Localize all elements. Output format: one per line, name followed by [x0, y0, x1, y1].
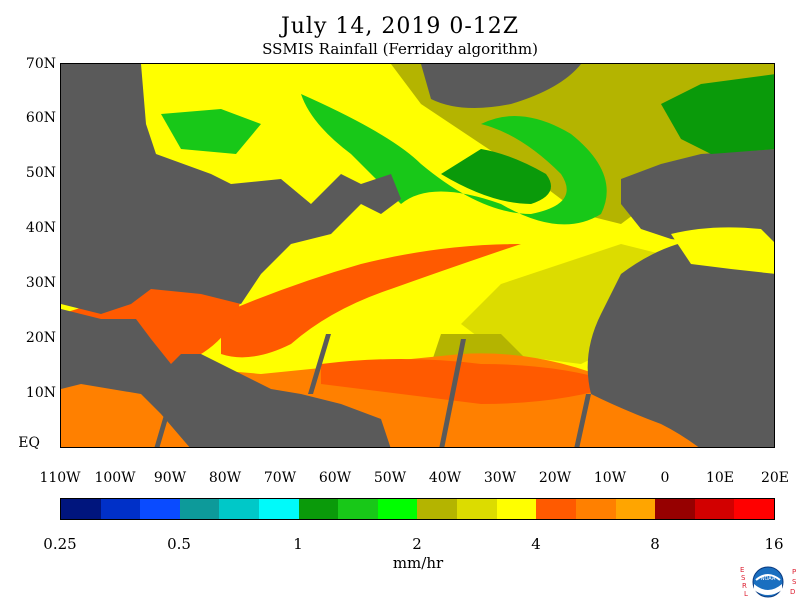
- colorbar-tick-0-25: 0.25: [43, 535, 77, 553]
- lat-label-20n: 20N: [25, 330, 56, 346]
- logo-center-text: NOAA: [761, 576, 776, 582]
- lat-label-30n: 30N: [25, 275, 56, 291]
- africa-land: [587, 234, 774, 447]
- lat-label-60n: 60N: [25, 110, 56, 126]
- lon-label-80w: 80W: [208, 470, 242, 486]
- rainfall-map-canvas: [61, 64, 774, 447]
- colorbar-cell-0: [61, 499, 101, 519]
- logo-letter-d: D: [790, 588, 796, 596]
- europe-land: [621, 149, 774, 244]
- colorbar: [60, 498, 775, 520]
- orange-rain-band: [221, 244, 521, 358]
- lon-label-50w: 50W: [373, 470, 407, 486]
- lon-label-20w: 20W: [538, 470, 572, 486]
- colorbar-tick-16: 16: [764, 535, 784, 553]
- colorbar-cell-14: [615, 499, 656, 519]
- greenland-land: [421, 64, 581, 108]
- mediterranean-rain: [671, 227, 774, 274]
- lon-label-30w: 30W: [483, 470, 517, 486]
- orange-rain-itcz: [321, 359, 621, 404]
- dark-green-core: [441, 149, 551, 204]
- north-america-land: [61, 64, 401, 314]
- logo-letter-r: R: [742, 582, 747, 590]
- noaa-logo-icon: NOAA: [752, 566, 784, 598]
- colorbar-cell-8: [377, 499, 418, 519]
- swath-gap-2: [308, 334, 331, 394]
- lon-label-0: 0: [660, 470, 670, 486]
- logo-letter-s2: S: [792, 578, 797, 586]
- noaa-esrl-psd-logo: NOAA E S R L P S D: [738, 560, 798, 600]
- colorbar-cell-9: [417, 499, 458, 519]
- map-subtitle: SSMIS Rainfall (Ferriday algorithm): [262, 40, 538, 58]
- colorbar-cell-11: [496, 499, 537, 519]
- colorbar-cell-17: [734, 499, 774, 519]
- lon-label-20e: 20E: [760, 470, 790, 486]
- colorbar-cell-16: [694, 499, 735, 519]
- colorbar-tick-8: 8: [650, 535, 660, 553]
- colorbar-cell-5: [259, 499, 299, 519]
- colorbar-cell-4: [219, 499, 260, 519]
- logo-letter-s: S: [741, 574, 746, 582]
- colorbar-cell-12: [536, 499, 576, 519]
- lon-label-90w: 90W: [153, 470, 187, 486]
- lat-label-50n: 50N: [25, 165, 56, 181]
- central-south-america-land: [61, 309, 391, 447]
- scandinavia-rain: [661, 74, 774, 154]
- colorbar-tick-2: 2: [412, 535, 422, 553]
- logo-letter-e: E: [740, 566, 745, 574]
- swath-gap-4: [574, 394, 591, 447]
- colorbar-cell-3: [179, 499, 220, 519]
- swath-gap-3: [439, 339, 466, 447]
- logo-letter-l: L: [744, 590, 748, 598]
- rainfall-map: [60, 63, 775, 448]
- lon-label-70w: 70W: [263, 470, 297, 486]
- colorbar-cell-10: [457, 499, 497, 519]
- colorbar-cell-7: [338, 499, 378, 519]
- colorbar-units: mm/hr: [392, 554, 444, 572]
- lon-label-40w: 40W: [428, 470, 462, 486]
- lat-label-eq: EQ: [18, 435, 40, 451]
- colorbar-tick-0-5: 0.5: [167, 535, 191, 553]
- swath-gap-1: [154, 374, 181, 447]
- lon-label-60w: 60W: [318, 470, 352, 486]
- colorbar-cell-13: [575, 499, 616, 519]
- lon-label-10w: 10W: [593, 470, 627, 486]
- colorbar-cell-1: [100, 499, 141, 519]
- colorbar-cell-15: [655, 499, 695, 519]
- colorbar-cell-2: [140, 499, 180, 519]
- logo-letter-p: P: [792, 568, 797, 576]
- canada-rain: [161, 109, 261, 154]
- lon-label-110w: 110W: [39, 470, 81, 486]
- lat-label-40n: 40N: [25, 220, 56, 236]
- lon-label-100w: 100W: [94, 470, 136, 486]
- green-rain-swirl: [301, 94, 607, 225]
- colorbar-tick-4: 4: [531, 535, 541, 553]
- colorbar-cell-6: [298, 499, 339, 519]
- colorbar-tick-1: 1: [293, 535, 303, 553]
- lat-label-10n: 10N: [25, 385, 56, 401]
- lat-label-70n: 70N: [25, 56, 56, 72]
- map-title: July 14, 2019 0-12Z: [280, 14, 520, 39]
- lon-label-10e: 10E: [705, 470, 735, 486]
